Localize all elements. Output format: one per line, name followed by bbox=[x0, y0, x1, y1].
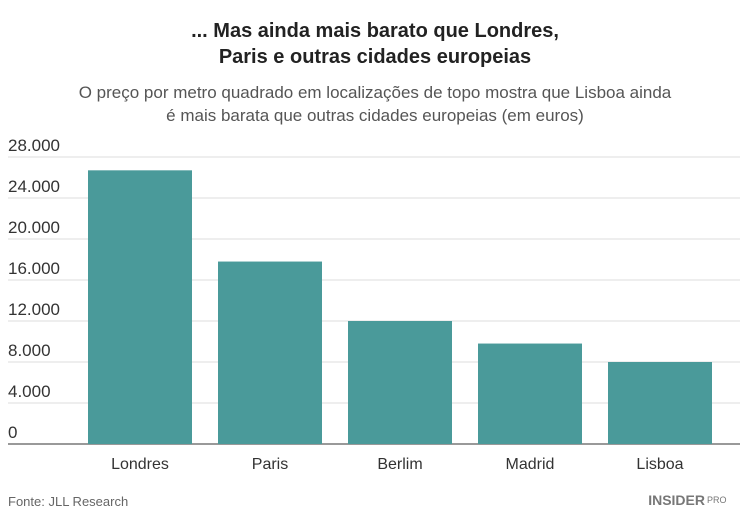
bar bbox=[348, 321, 452, 444]
x-tick-label: Paris bbox=[252, 456, 288, 473]
y-tick-label: 8.000 bbox=[8, 341, 51, 360]
chart-title: ... Mas ainda mais barato que Londres, bbox=[191, 20, 559, 42]
source: Fonte: JLL Research bbox=[8, 494, 128, 509]
y-tick-label: 20.000 bbox=[8, 218, 60, 237]
logo-badge: PRO bbox=[707, 495, 727, 505]
y-tick-label: 0 bbox=[8, 423, 17, 442]
bar bbox=[608, 362, 712, 444]
x-tick-label: Lisboa bbox=[636, 456, 683, 473]
y-tick-label: 4.000 bbox=[8, 382, 51, 401]
bar bbox=[218, 261, 322, 444]
chart-subtitle: é mais barata que outras cidades europei… bbox=[166, 106, 584, 125]
y-tick-label: 12.000 bbox=[8, 300, 60, 319]
bar bbox=[478, 343, 582, 444]
y-tick-label: 24.000 bbox=[8, 177, 60, 196]
x-tick-label: Berlim bbox=[377, 456, 422, 473]
y-tick-label: 16.000 bbox=[8, 259, 60, 278]
logo: INSIDER bbox=[648, 492, 705, 508]
x-tick-label: Londres bbox=[111, 456, 169, 473]
y-tick-label: 28.000 bbox=[8, 136, 60, 155]
chart-title: Paris e outras cidades europeias bbox=[219, 46, 531, 68]
x-tick-label: Madrid bbox=[506, 456, 555, 473]
chart-subtitle: O preço por metro quadrado em localizaçõ… bbox=[79, 83, 672, 102]
bar bbox=[88, 170, 192, 444]
